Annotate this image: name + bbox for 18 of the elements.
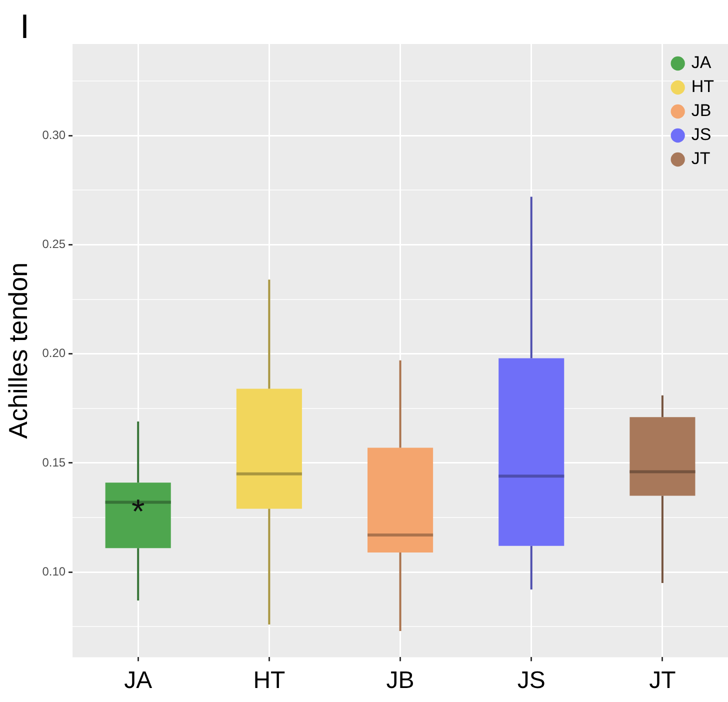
y-tick-label: 0.20 bbox=[42, 346, 66, 360]
x-tick-label: JA bbox=[124, 667, 152, 694]
legend-label: JA bbox=[691, 53, 712, 72]
legend-label: JS bbox=[691, 125, 712, 144]
legend-label: JB bbox=[691, 101, 712, 120]
x-tick-label: JT bbox=[649, 667, 676, 694]
chart-title: I bbox=[20, 8, 30, 47]
legend-label: HT bbox=[691, 77, 714, 96]
y-tick-label: 0.10 bbox=[42, 564, 66, 578]
y-tick-label: 0.15 bbox=[42, 455, 66, 470]
x-tick-label: JB bbox=[386, 667, 414, 694]
legend-label: JT bbox=[691, 149, 710, 168]
y-axis-title: Achilles tendon bbox=[2, 262, 33, 439]
annotation: * bbox=[131, 492, 145, 531]
x-tick-label: HT bbox=[253, 667, 286, 694]
x-tick-label: JS bbox=[517, 667, 546, 694]
y-tick-label: 0.25 bbox=[42, 237, 66, 252]
y-tick-label: 0.30 bbox=[42, 128, 66, 142]
